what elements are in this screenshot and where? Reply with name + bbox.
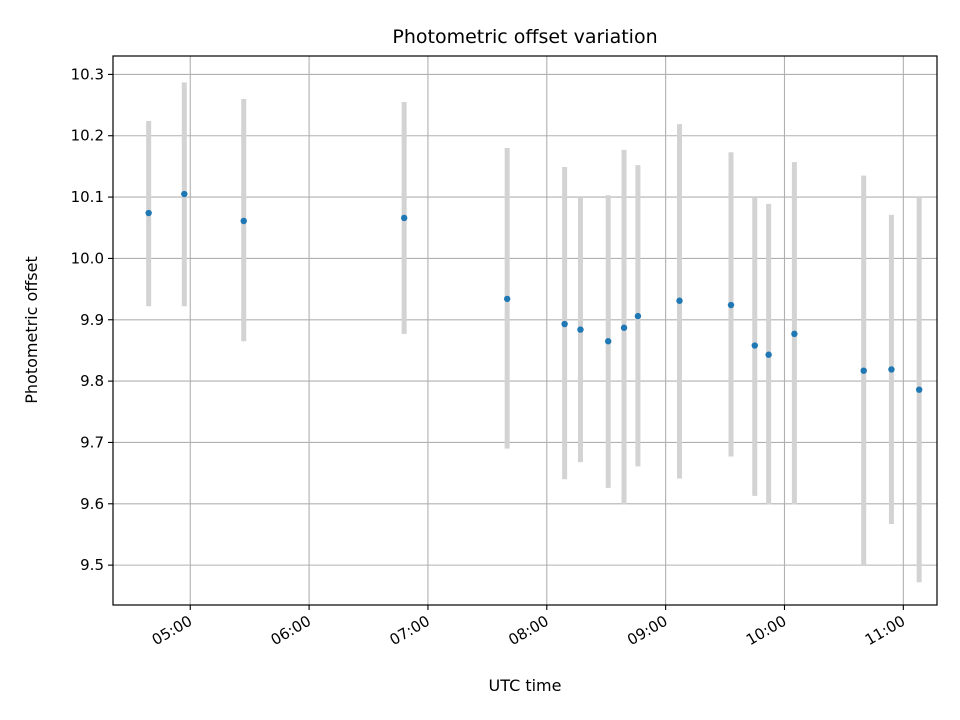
grid xyxy=(113,56,937,605)
y-tick-label: 9.9 xyxy=(80,311,104,329)
data-point xyxy=(860,367,867,374)
y-tick-label: 9.6 xyxy=(80,495,104,513)
data-point xyxy=(561,320,568,328)
data-point xyxy=(577,326,584,333)
data-point xyxy=(240,217,247,225)
data-point xyxy=(765,351,772,358)
data-point xyxy=(727,301,735,309)
plot-frame xyxy=(112,55,938,606)
y-tick-label: 10.0 xyxy=(71,249,104,267)
y-tick-label: 10.1 xyxy=(71,188,104,206)
y-tick-label: 10.3 xyxy=(71,65,104,83)
y-tick-label: 9.5 xyxy=(80,556,104,574)
data-point xyxy=(503,295,511,303)
y-tick-label: 10.2 xyxy=(71,127,104,145)
data-point xyxy=(888,366,895,373)
data-point xyxy=(145,209,152,217)
data-point xyxy=(400,214,408,222)
chart-title: Photometric offset variation xyxy=(392,26,657,48)
y-axis-label: Photometric offset xyxy=(22,256,41,404)
data-point xyxy=(604,338,612,345)
data-point xyxy=(791,330,798,338)
data-points xyxy=(145,190,923,393)
data-point xyxy=(676,297,683,304)
data-point xyxy=(181,190,188,198)
x-axis-label: UTC time xyxy=(489,676,562,695)
y-tick-label: 9.7 xyxy=(80,433,104,451)
data-point xyxy=(751,342,758,349)
y-tick-label: 9.8 xyxy=(80,372,104,390)
data-point xyxy=(620,324,628,331)
data-point xyxy=(915,386,923,393)
data-point xyxy=(634,312,642,320)
